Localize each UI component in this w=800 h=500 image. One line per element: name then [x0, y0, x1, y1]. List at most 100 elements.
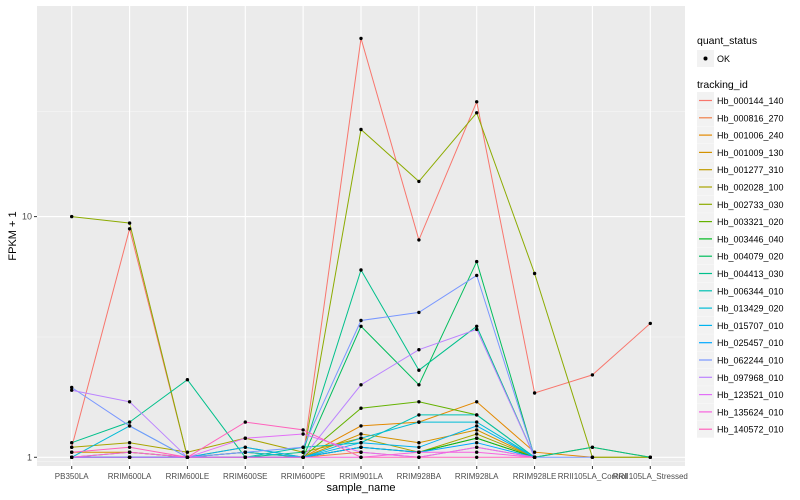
data-point — [243, 436, 247, 440]
legend-label: Hb_025457_010 — [717, 338, 784, 348]
data-point — [243, 450, 247, 454]
data-point — [127, 424, 132, 428]
legend-label: Hb_001277_310 — [717, 165, 784, 175]
data-point — [127, 221, 132, 225]
data-point — [359, 432, 363, 436]
data-point — [532, 455, 537, 459]
data-point — [359, 268, 363, 272]
data-point — [417, 455, 421, 459]
data-point — [417, 400, 421, 404]
legend-label: Hb_001006_240 — [717, 131, 784, 141]
data-point — [301, 450, 305, 454]
legend-label: Hb_003446_040 — [717, 234, 784, 244]
data-point — [417, 348, 421, 352]
x-axis: PB350LA RRIM600LA RRIM600LE RRIM600SE RRIM60… — [55, 466, 688, 481]
legend-label: Hb_002028_100 — [717, 183, 784, 193]
data-point — [475, 273, 479, 278]
data-point — [475, 324, 479, 328]
data-point — [475, 441, 479, 445]
data-point — [475, 432, 479, 436]
data-point — [185, 450, 190, 454]
data-point — [475, 436, 479, 440]
data-point — [359, 445, 363, 449]
data-point — [475, 327, 479, 332]
x-tick-label: RRIM928LE — [513, 472, 557, 481]
data-point — [70, 385, 74, 390]
data-point — [532, 391, 537, 395]
data-point — [475, 428, 479, 432]
data-point — [359, 318, 363, 323]
data-point — [417, 179, 421, 184]
legend-title-tracking-id: tracking_id — [697, 79, 748, 91]
data-point — [70, 388, 74, 392]
data-point — [359, 36, 363, 41]
data-point — [127, 445, 132, 449]
data-point — [648, 321, 652, 326]
data-point — [417, 413, 421, 417]
data-point — [359, 424, 363, 428]
x-tick-label: RRIM600PE — [281, 472, 325, 481]
y-axis-title: FPKM + 1 — [7, 211, 19, 260]
series-line-hb-062244-010 — [71, 274, 593, 458]
data-point — [590, 455, 595, 459]
legend-label: Hb_004413_030 — [717, 269, 784, 279]
data-point — [301, 445, 305, 449]
data-point — [359, 436, 363, 440]
data-point — [475, 413, 479, 417]
data-point — [532, 450, 537, 454]
x-tick-label: RRIM928BA — [397, 472, 442, 481]
data-point — [243, 420, 247, 424]
x-tick-label: RRIM901LA — [339, 472, 383, 481]
data-point — [301, 432, 305, 436]
data-point — [475, 100, 479, 104]
data-point — [532, 271, 537, 276]
data-point — [127, 441, 132, 445]
data-point — [475, 445, 479, 449]
legend-series-items: Hb_000144_140 Hb_000816_270 Hb_001006_240 H… — [697, 92, 784, 438]
data-point — [359, 406, 363, 410]
legend-label: Hb_002733_030 — [717, 200, 784, 210]
data-point — [359, 455, 363, 459]
x-tick-label: RRII105LA_Stressed — [613, 472, 688, 481]
data-points — [70, 36, 652, 459]
legend-label: Hb_004079_020 — [717, 252, 784, 262]
data-point — [127, 400, 132, 404]
data-point — [475, 455, 479, 459]
data-point — [301, 455, 305, 459]
legend-label: Hb_097968_010 — [717, 373, 784, 383]
x-tick-label: RRIM600LE — [166, 472, 210, 481]
legend-point-icon — [703, 56, 708, 61]
data-point — [359, 324, 363, 328]
data-point — [417, 450, 421, 454]
y-tick-label: 1 — [27, 452, 32, 462]
data-point — [243, 445, 247, 449]
grid-lines — [37, 6, 685, 466]
data-point — [70, 445, 74, 449]
data-point — [127, 455, 132, 459]
data-point — [475, 400, 479, 404]
legend: quant_status OK tracking_id Hb_000144_14… — [697, 35, 784, 438]
legend-label: Hb_013429_020 — [717, 304, 784, 314]
data-point — [185, 455, 190, 459]
x-tick-label: RRIM928LA — [455, 472, 499, 481]
x-tick-label: RRIM600SE — [223, 472, 267, 481]
data-point — [70, 455, 74, 459]
data-point — [301, 428, 305, 432]
data-point — [475, 424, 479, 428]
data-point — [70, 450, 74, 454]
legend-label: Hb_140572_010 — [717, 425, 784, 435]
legend-label: Hb_062244_010 — [717, 356, 784, 366]
legend-title-quant-status: quant_status — [697, 35, 757, 47]
legend-label: Hb_015707_010 — [717, 321, 784, 331]
data-point — [648, 455, 652, 459]
legend-label: Hb_135624_010 — [717, 407, 784, 417]
legend-label: Hb_001009_130 — [717, 148, 784, 158]
data-point — [127, 227, 132, 231]
data-point — [243, 455, 247, 459]
data-point — [70, 214, 74, 219]
y-axis: 1 10 — [22, 212, 37, 462]
x-tick-label: RRII105LA_Control — [558, 472, 628, 481]
data-point — [417, 420, 421, 424]
data-point — [359, 383, 363, 387]
